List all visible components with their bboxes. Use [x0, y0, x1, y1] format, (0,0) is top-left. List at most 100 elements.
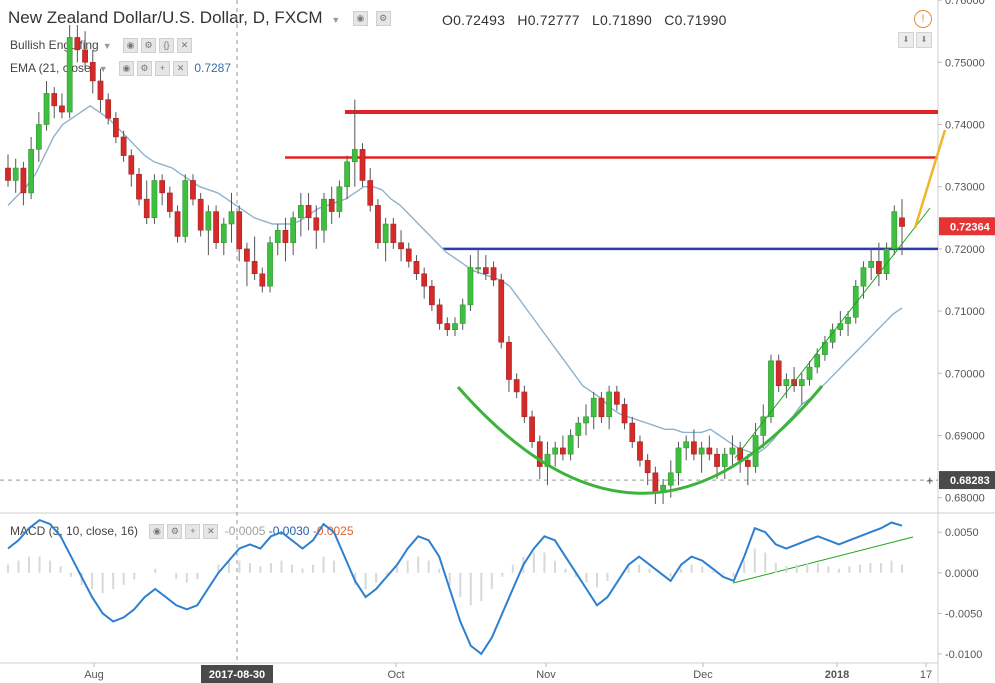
x-tick-label: Nov: [536, 669, 556, 681]
macd-line: [7, 518, 903, 656]
candle-up: [467, 267, 474, 306]
close-icon[interactable]: ✕: [177, 38, 192, 54]
candle-down: [82, 49, 88, 63]
candle-down: [143, 198, 150, 219]
uptrend-line: [734, 207, 931, 459]
candle-up: [806, 366, 813, 380]
candle-down: [213, 211, 219, 243]
candle-down: [51, 93, 58, 107]
y-tick-label: 0.72000: [945, 244, 985, 256]
candle-down: [513, 379, 520, 393]
candle-down: [259, 273, 266, 287]
x-tick-label: Oct: [387, 669, 404, 681]
candle-down: [421, 273, 428, 287]
candle-up: [552, 447, 559, 455]
candle-down: [490, 267, 497, 281]
candle-up: [452, 323, 458, 330]
candle-up: [675, 447, 682, 474]
candle-down: [536, 441, 543, 467]
eye-icon[interactable]: ◉: [118, 61, 134, 77]
candle-down: [521, 391, 528, 418]
close-icon[interactable]: ✕: [172, 61, 188, 77]
candle-up: [544, 453, 551, 467]
settings-icon[interactable]: ⚙: [375, 11, 391, 27]
scroll-down-icon[interactable]: ⬇: [916, 32, 932, 48]
indicator-ema[interactable]: EMA (21, close) ▼ ◉ ⚙ + ✕ 0.7287: [10, 61, 231, 77]
settings-icon[interactable]: ⚙: [167, 524, 183, 540]
candle-up: [228, 211, 235, 225]
candle-up: [274, 229, 281, 243]
candle-down: [405, 248, 412, 262]
candle-up: [298, 205, 304, 219]
candle-down: [652, 472, 659, 492]
candle-down: [629, 422, 636, 442]
settings-icon[interactable]: ⚙: [136, 61, 152, 77]
candle-down: [236, 211, 243, 250]
candle-down: [899, 217, 905, 227]
add-icon[interactable]: +: [185, 524, 201, 540]
candle-down: [429, 285, 435, 306]
eye-icon[interactable]: ◉: [123, 38, 138, 54]
indicator-macd[interactable]: MACD (3, 10, close, 16) ◉ ⚙ + ✕ -0.0005 -0.…: [10, 524, 354, 540]
candle-down: [305, 205, 312, 219]
candle-up: [721, 453, 728, 467]
projection-arrow: [913, 129, 947, 229]
candle-up: [852, 285, 859, 318]
symbol-dropdown-icon[interactable]: ▼: [331, 15, 341, 25]
candle-up: [205, 211, 212, 231]
candle-down: [89, 62, 96, 82]
candle-up: [567, 435, 574, 455]
candle-up: [606, 391, 612, 418]
ohlc-open: O0.72493: [442, 12, 506, 28]
candle-up: [783, 379, 790, 386]
candle-down: [244, 248, 250, 262]
candle-down: [775, 360, 782, 386]
candle-up: [35, 124, 42, 150]
scroll-down-icon[interactable]: ⬇: [898, 32, 914, 48]
eye-icon[interactable]: ◉: [149, 524, 165, 540]
candle-up: [344, 161, 350, 187]
candle-up: [12, 167, 19, 181]
candle-down: [506, 341, 512, 380]
candle-down: [613, 391, 620, 405]
settings-icon[interactable]: ⚙: [141, 38, 156, 54]
candle-down: [745, 460, 751, 467]
candle-down: [637, 441, 643, 461]
candle-up: [760, 416, 767, 436]
source-code-icon[interactable]: {}: [159, 38, 174, 54]
candle-down: [105, 99, 112, 119]
candle-up: [351, 149, 358, 163]
close-icon[interactable]: ✕: [203, 524, 219, 540]
candle-up: [575, 422, 582, 436]
current-price-label-bg: [939, 217, 995, 236]
candle-down: [74, 37, 81, 51]
alert-icon[interactable]: !: [914, 10, 932, 28]
candle-down: [59, 105, 65, 113]
eye-icon[interactable]: ◉: [352, 11, 368, 27]
indicator-macd-label: MACD (3, 10, close, 16): [10, 524, 139, 538]
candle-up: [182, 180, 189, 237]
y-tick-label: 0.74000: [945, 120, 985, 132]
x-tick-label: 17: [920, 669, 932, 681]
candle-up: [382, 223, 389, 243]
chart-title: New Zealand Dollar/U.S. Dollar, D, FXCM: [8, 8, 323, 27]
candle-up: [683, 441, 690, 449]
candle-down: [166, 192, 173, 212]
candle-down: [390, 223, 397, 243]
add-icon[interactable]: +: [154, 61, 170, 77]
candle-up: [321, 198, 327, 231]
candle-down: [482, 267, 489, 275]
candle-down: [113, 118, 119, 138]
candle-down: [598, 397, 605, 418]
candle-up: [267, 242, 273, 287]
macd-line-value: -0.0030: [268, 524, 310, 538]
indicator-dropdown-icon[interactable]: ▼: [102, 41, 112, 51]
candle-up: [768, 360, 774, 418]
x-tick-label: Aug: [84, 669, 104, 681]
candle-down: [413, 261, 420, 275]
indicator-dropdown-icon[interactable]: ▼: [98, 64, 108, 74]
x-tick-label: 2018: [825, 669, 849, 681]
candle-down: [313, 217, 320, 231]
candle-down: [714, 453, 720, 467]
